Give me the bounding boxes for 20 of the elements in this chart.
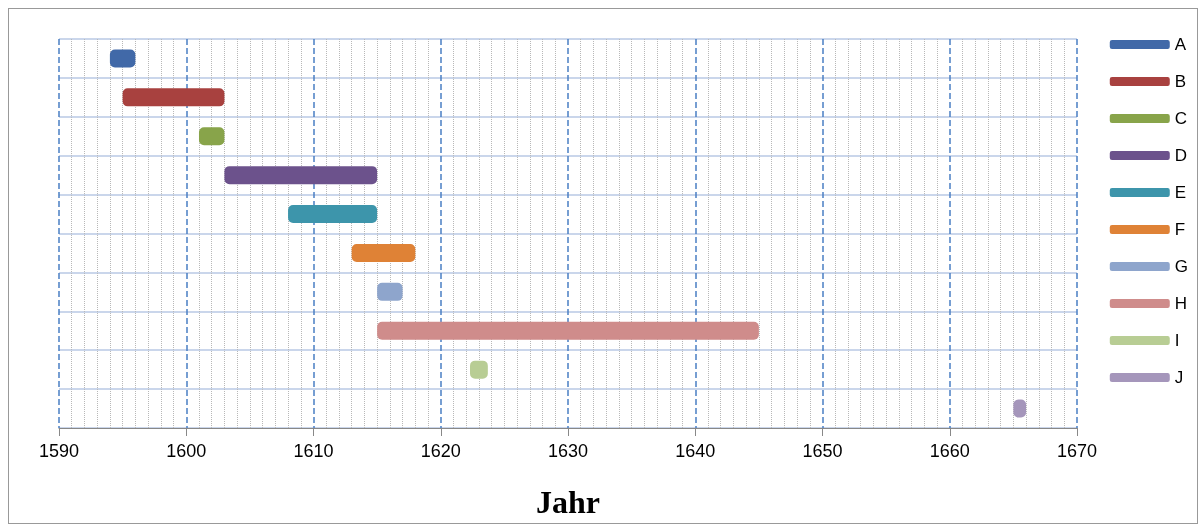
x-axis-title: Jahr [536, 484, 600, 520]
legend-label: A [1174, 35, 1187, 54]
legend-label: D [1174, 146, 1188, 165]
legend-label: J [1174, 368, 1184, 387]
legend-label: E [1174, 183, 1187, 202]
legend-label: F [1174, 220, 1186, 239]
x-tick-label: 1600 [166, 441, 207, 461]
legend-label: I [1174, 331, 1180, 350]
legend-label: B [1174, 72, 1187, 91]
x-tick-label: 1590 [38, 441, 80, 461]
x-tick-label: 1660 [929, 441, 970, 461]
x-tick-label: 1610 [293, 441, 334, 461]
legend-label: G [1174, 257, 1189, 276]
legend-label: C [1174, 109, 1188, 128]
x-tick-label: 1640 [675, 441, 716, 461]
x-tick-label: 1630 [547, 441, 589, 461]
x-tick-label: 1670 [1056, 441, 1098, 461]
legend-label: H [1174, 294, 1188, 313]
x-tick-label: 1620 [420, 441, 461, 461]
x-tick-label: 1650 [802, 441, 843, 461]
